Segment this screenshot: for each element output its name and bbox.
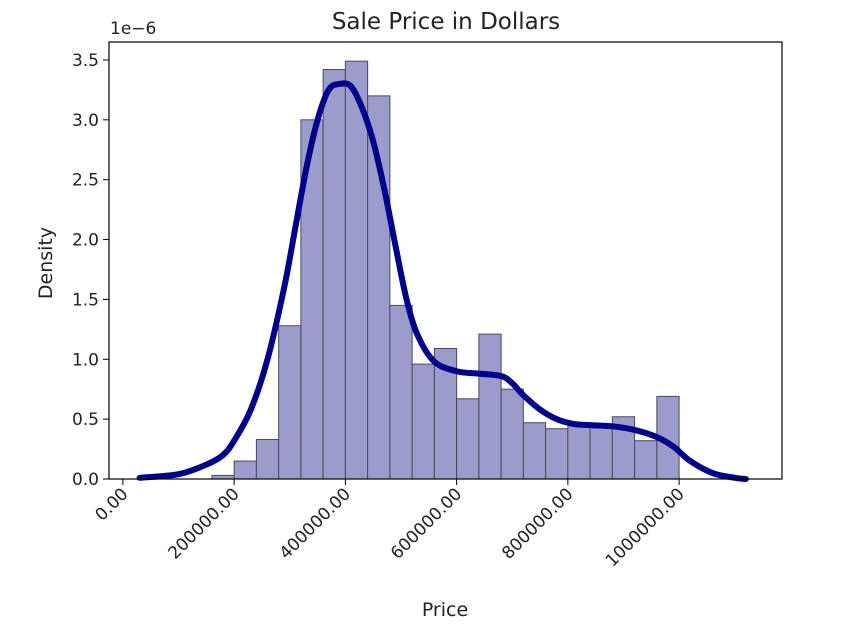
histogram-bar-15	[545, 428, 569, 480]
histogram-bar-5	[322, 69, 346, 480]
histogram-bar-1	[233, 460, 257, 480]
x-axis-ticks: 0.00 200000.00 400000.00 600000.00 800000.00…	[92, 479, 689, 571]
chart-title: Sale Price in Dollars	[332, 9, 560, 35]
histogram-bar-2	[255, 438, 280, 480]
histogram-bar-17	[589, 424, 613, 480]
histogram-bar-6	[344, 60, 369, 480]
y-tick-label: 3.5	[72, 51, 99, 71]
histogram-bar-3	[278, 325, 302, 480]
histogram-bar-14	[522, 422, 547, 480]
y-tick-label: 3.0	[72, 111, 99, 131]
y-tick-label: 0.0	[72, 470, 99, 490]
histogram-bar-12	[478, 333, 502, 480]
x-tick-label: 400000.00	[276, 484, 355, 563]
x-tick-label: 1000000.00	[602, 484, 689, 571]
histogram-bar-9	[411, 363, 435, 480]
y-axis-ticks: 0.0 0.5 1.0 1.5 2.0 2.5 3.0 3.5	[72, 51, 109, 490]
y-axis-label: Density	[35, 227, 57, 299]
y-tick-label: 0.5	[72, 410, 99, 430]
y-tick-label: 1.0	[72, 350, 99, 370]
x-tick-label: 200000.00	[165, 484, 244, 563]
kde-curve-group	[136, 80, 749, 482]
y-tick-label: 1.5	[72, 290, 99, 310]
y-tick-label: 2.0	[72, 231, 99, 251]
x-tick-label: 0.00	[92, 484, 133, 525]
histogram-bar-19	[634, 440, 658, 480]
plot-area-frame	[108, 41, 783, 480]
x-tick-label: 800000.00	[498, 484, 577, 563]
histogram-bar-11	[456, 398, 480, 480]
histogram-bar-8	[389, 304, 413, 480]
kde-line	[136, 80, 749, 482]
y-tick-label: 2.5	[72, 171, 99, 191]
histogram-bars	[211, 60, 680, 480]
x-axis-label: Price	[422, 599, 468, 621]
y-axis-offset-label: 1e−6	[110, 19, 156, 39]
x-tick-label: 600000.00	[387, 484, 466, 563]
histogram-bar-16	[567, 424, 591, 480]
histogram-bar-13	[500, 388, 524, 480]
